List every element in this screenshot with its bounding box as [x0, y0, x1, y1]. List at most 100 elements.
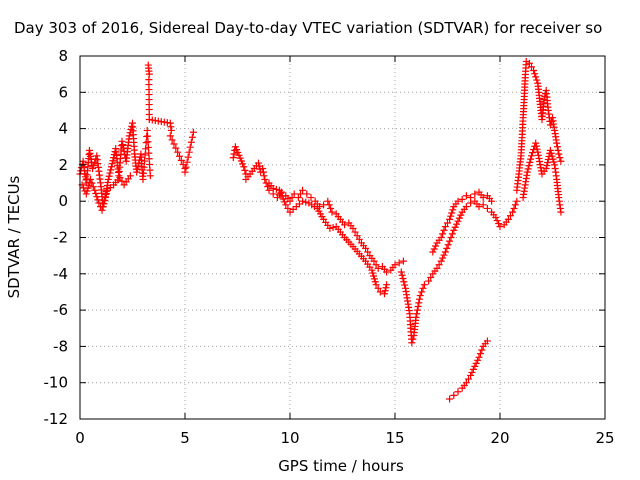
data-point: [437, 257, 445, 265]
x-tick-label: 0: [75, 429, 85, 447]
data-point: [140, 163, 148, 171]
y-tick-label: -8: [53, 337, 68, 355]
data-point: [307, 194, 315, 202]
y-tick-label: 6: [58, 83, 68, 101]
data-point: [104, 175, 112, 183]
grid: [80, 56, 605, 419]
data-point: [107, 166, 115, 174]
y-axis-label: SDTVAR / TECUs: [5, 175, 23, 298]
data-point: [483, 204, 491, 212]
data-point: [536, 158, 544, 166]
data-point: [435, 261, 443, 269]
data-point: [496, 223, 504, 231]
data-point: [187, 138, 195, 146]
data-point: [511, 201, 519, 209]
data-point: [102, 193, 110, 201]
data-point: [139, 175, 147, 183]
data-point: [462, 203, 470, 211]
data-point: [119, 141, 127, 149]
data-point: [183, 158, 191, 166]
data-point: [495, 220, 503, 228]
data-point: [475, 353, 483, 361]
data-point: [351, 228, 359, 236]
y-tick-label: 0: [58, 192, 68, 210]
data-point: [87, 175, 94, 183]
data-point: [448, 209, 456, 217]
data-point: [326, 224, 334, 232]
data-point: [446, 395, 454, 403]
data-point: [462, 192, 470, 200]
data-point: [467, 371, 475, 379]
data-point: [453, 220, 461, 228]
data-point: [391, 261, 399, 269]
data-point: [432, 242, 440, 250]
data-point: [101, 196, 109, 204]
data-point: [425, 277, 433, 285]
data-point: [416, 292, 424, 300]
data-point: [134, 162, 142, 170]
data-points: [76, 57, 565, 403]
data-point: [522, 57, 530, 65]
y-tick-label: 2: [58, 156, 68, 174]
data-point: [383, 268, 391, 276]
data-point: [526, 158, 534, 166]
data-point: [523, 168, 531, 176]
data-point: [133, 165, 141, 173]
data-point: [553, 139, 561, 147]
data-point: [413, 306, 421, 314]
data-point: [462, 379, 470, 387]
data-point: [448, 230, 456, 238]
data-point: [102, 190, 110, 198]
data-point: [474, 356, 482, 364]
data-point: [414, 302, 422, 310]
data-point: [92, 155, 100, 163]
data-point: [362, 244, 370, 252]
data-point: [170, 140, 178, 148]
data-point: [441, 248, 449, 256]
data-point: [327, 204, 335, 212]
data-point: [255, 159, 262, 167]
data-point: [471, 362, 479, 370]
data-point: [174, 148, 182, 156]
data-point: [181, 168, 189, 176]
data-point: [119, 144, 127, 152]
data-point: [528, 63, 535, 71]
data-point: [185, 148, 193, 156]
data-point: [509, 208, 517, 216]
data-point: [556, 154, 564, 162]
data-point: [450, 391, 458, 399]
data-point: [532, 142, 540, 150]
data-point: [108, 160, 116, 168]
data-point: [99, 203, 107, 211]
x-axis-label: GPS time / hours: [278, 457, 404, 475]
data-point: [260, 172, 268, 180]
data-point: [513, 197, 521, 205]
data-point: [476, 350, 484, 358]
data-point: [303, 190, 311, 198]
data-point: [408, 339, 416, 347]
data-point: [492, 214, 500, 222]
data-point: [269, 184, 277, 192]
data-point: [419, 284, 427, 292]
data-point: [446, 215, 454, 223]
data-point: [372, 281, 380, 289]
data-point: [397, 268, 405, 276]
data-point: [372, 261, 380, 269]
data-point: [532, 73, 540, 81]
y-tick-label: -12: [44, 410, 69, 428]
data-point: [510, 204, 518, 212]
data-point: [229, 154, 237, 162]
data-point: [475, 203, 483, 211]
y-tick-label: -4: [53, 265, 68, 283]
data-point: [95, 199, 103, 207]
data-point: [468, 368, 476, 376]
data-point: [483, 337, 491, 345]
data-point: [126, 172, 134, 180]
data-point: [437, 234, 445, 241]
data-point: [324, 197, 332, 205]
data-point: [472, 359, 480, 367]
data-point: [446, 237, 454, 245]
data-point: [241, 166, 249, 174]
data-point: [527, 155, 535, 163]
